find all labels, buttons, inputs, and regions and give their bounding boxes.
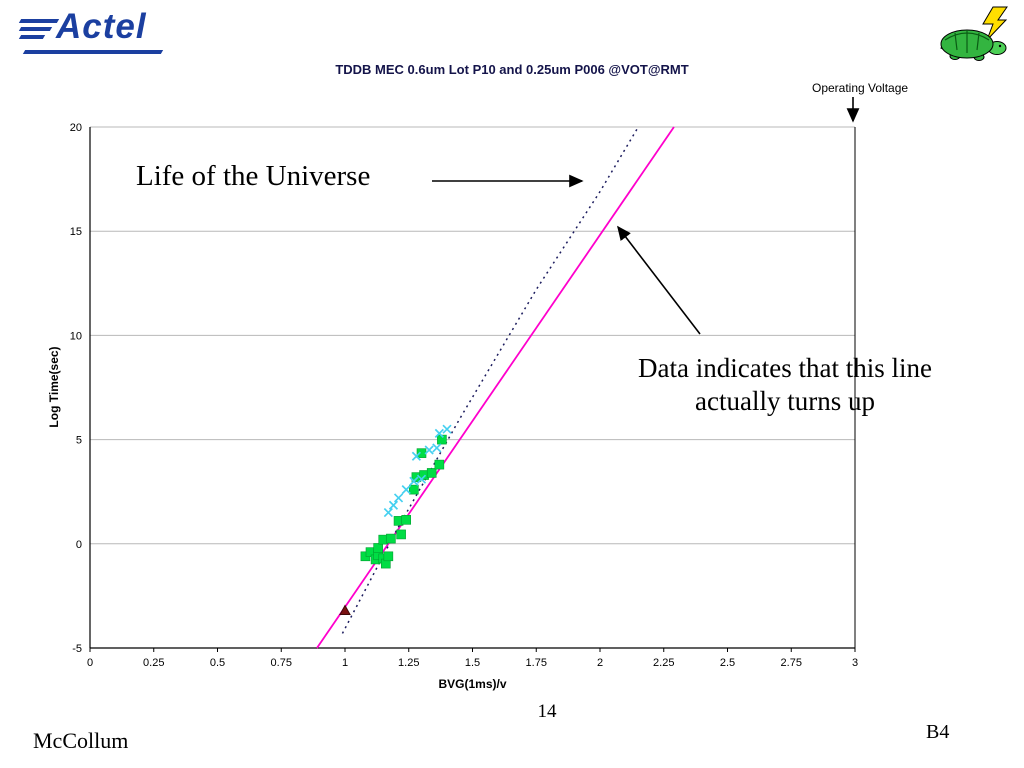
operating-voltage-label: Operating Voltage [812, 81, 909, 95]
logo-speed-stripe [18, 27, 53, 31]
turns-up-arrow [617, 225, 701, 335]
data-point-square [411, 472, 422, 482]
x-axis-title: BVG(1ms)/v [438, 677, 507, 691]
x-tick-label: 2.75 [781, 657, 802, 669]
footer-author: McCollum [33, 728, 129, 753]
data-point-x [432, 443, 442, 453]
data-point-x [388, 500, 399, 510]
turns-up-line1: Data indicates that this line [638, 353, 932, 383]
data-point-square [373, 550, 383, 561]
x-tick-label: 0.75 [271, 657, 292, 669]
data-point-square [378, 553, 389, 564]
data-point-square [365, 547, 376, 557]
data-point-square [393, 516, 404, 526]
slide-page-number: 14 [537, 701, 557, 722]
data-point-square [373, 543, 383, 553]
turtle-shell-pattern [944, 30, 990, 53]
data-point-x [383, 507, 393, 518]
data-point-x [416, 474, 427, 484]
data-point-square [416, 448, 427, 458]
data-point-square [380, 558, 391, 569]
data-point-square [370, 554, 381, 565]
y-tick-label: 5 [76, 435, 82, 447]
turns-up-line2: actually turns up [695, 385, 875, 416]
turtle-eye [998, 44, 1002, 48]
slide-title: TDDB MEC 0.6um Lot P10 and 0.25um P006 @… [335, 62, 689, 77]
x-tick-label: 2.5 [720, 657, 735, 669]
y-tick-label: 15 [70, 226, 82, 238]
y-tick-label: 0 [76, 539, 82, 551]
x-tick-label: 1 [342, 657, 348, 669]
x-tick-label: 1.5 [465, 657, 480, 669]
data-point-x [393, 493, 404, 503]
x-tick-label: 0 [87, 657, 93, 669]
y-tick-label: 10 [70, 330, 82, 342]
x-tick-label: 1.75 [526, 657, 547, 669]
data-point-square [434, 459, 445, 470]
data-point-x [409, 476, 419, 486]
data-point-square [383, 551, 394, 562]
y-axis-title: Log Time(sec) [47, 346, 61, 428]
life-of-universe-annotation: Life of the Universe [136, 160, 371, 192]
data-point-x [442, 424, 452, 434]
logo-text: Actel [56, 7, 147, 46]
actel-logo: Actel [18, 6, 180, 58]
turtle-clipart [940, 6, 1008, 61]
logo-speed-stripe [18, 19, 60, 23]
x-tick-label: 2.25 [653, 657, 674, 669]
y-tick-label: -5 [72, 643, 82, 655]
logo-speed-stripe [18, 35, 46, 39]
data-point-square [419, 470, 429, 480]
data-point-square [401, 515, 412, 525]
y-tick-label: 20 [70, 122, 82, 134]
data-point-x [411, 451, 422, 461]
data-point-triangle [339, 604, 351, 615]
x-tick-label: 0.25 [143, 657, 164, 669]
footer-code: B4 [926, 721, 950, 743]
data-point-x [434, 428, 444, 438]
data-point-square [396, 529, 406, 540]
data-point-square [409, 484, 419, 495]
data-point-x [401, 485, 411, 495]
x-tick-label: 2 [597, 657, 603, 669]
data-point-square [426, 468, 437, 478]
data-point-square [386, 533, 396, 544]
x-tick-label: 0.5 [210, 657, 225, 669]
x-tick-label: 1.25 [398, 657, 419, 669]
turns-up-annotation: Data indicates that this line actually t… [585, 352, 985, 418]
data-point-square [378, 534, 389, 545]
logo-underline [22, 50, 164, 54]
data-point-square [437, 434, 447, 445]
data-point-square [360, 551, 371, 562]
x-tick-label: 3 [852, 657, 858, 669]
lightning-icon [982, 6, 1008, 41]
data-point-x [424, 445, 434, 455]
